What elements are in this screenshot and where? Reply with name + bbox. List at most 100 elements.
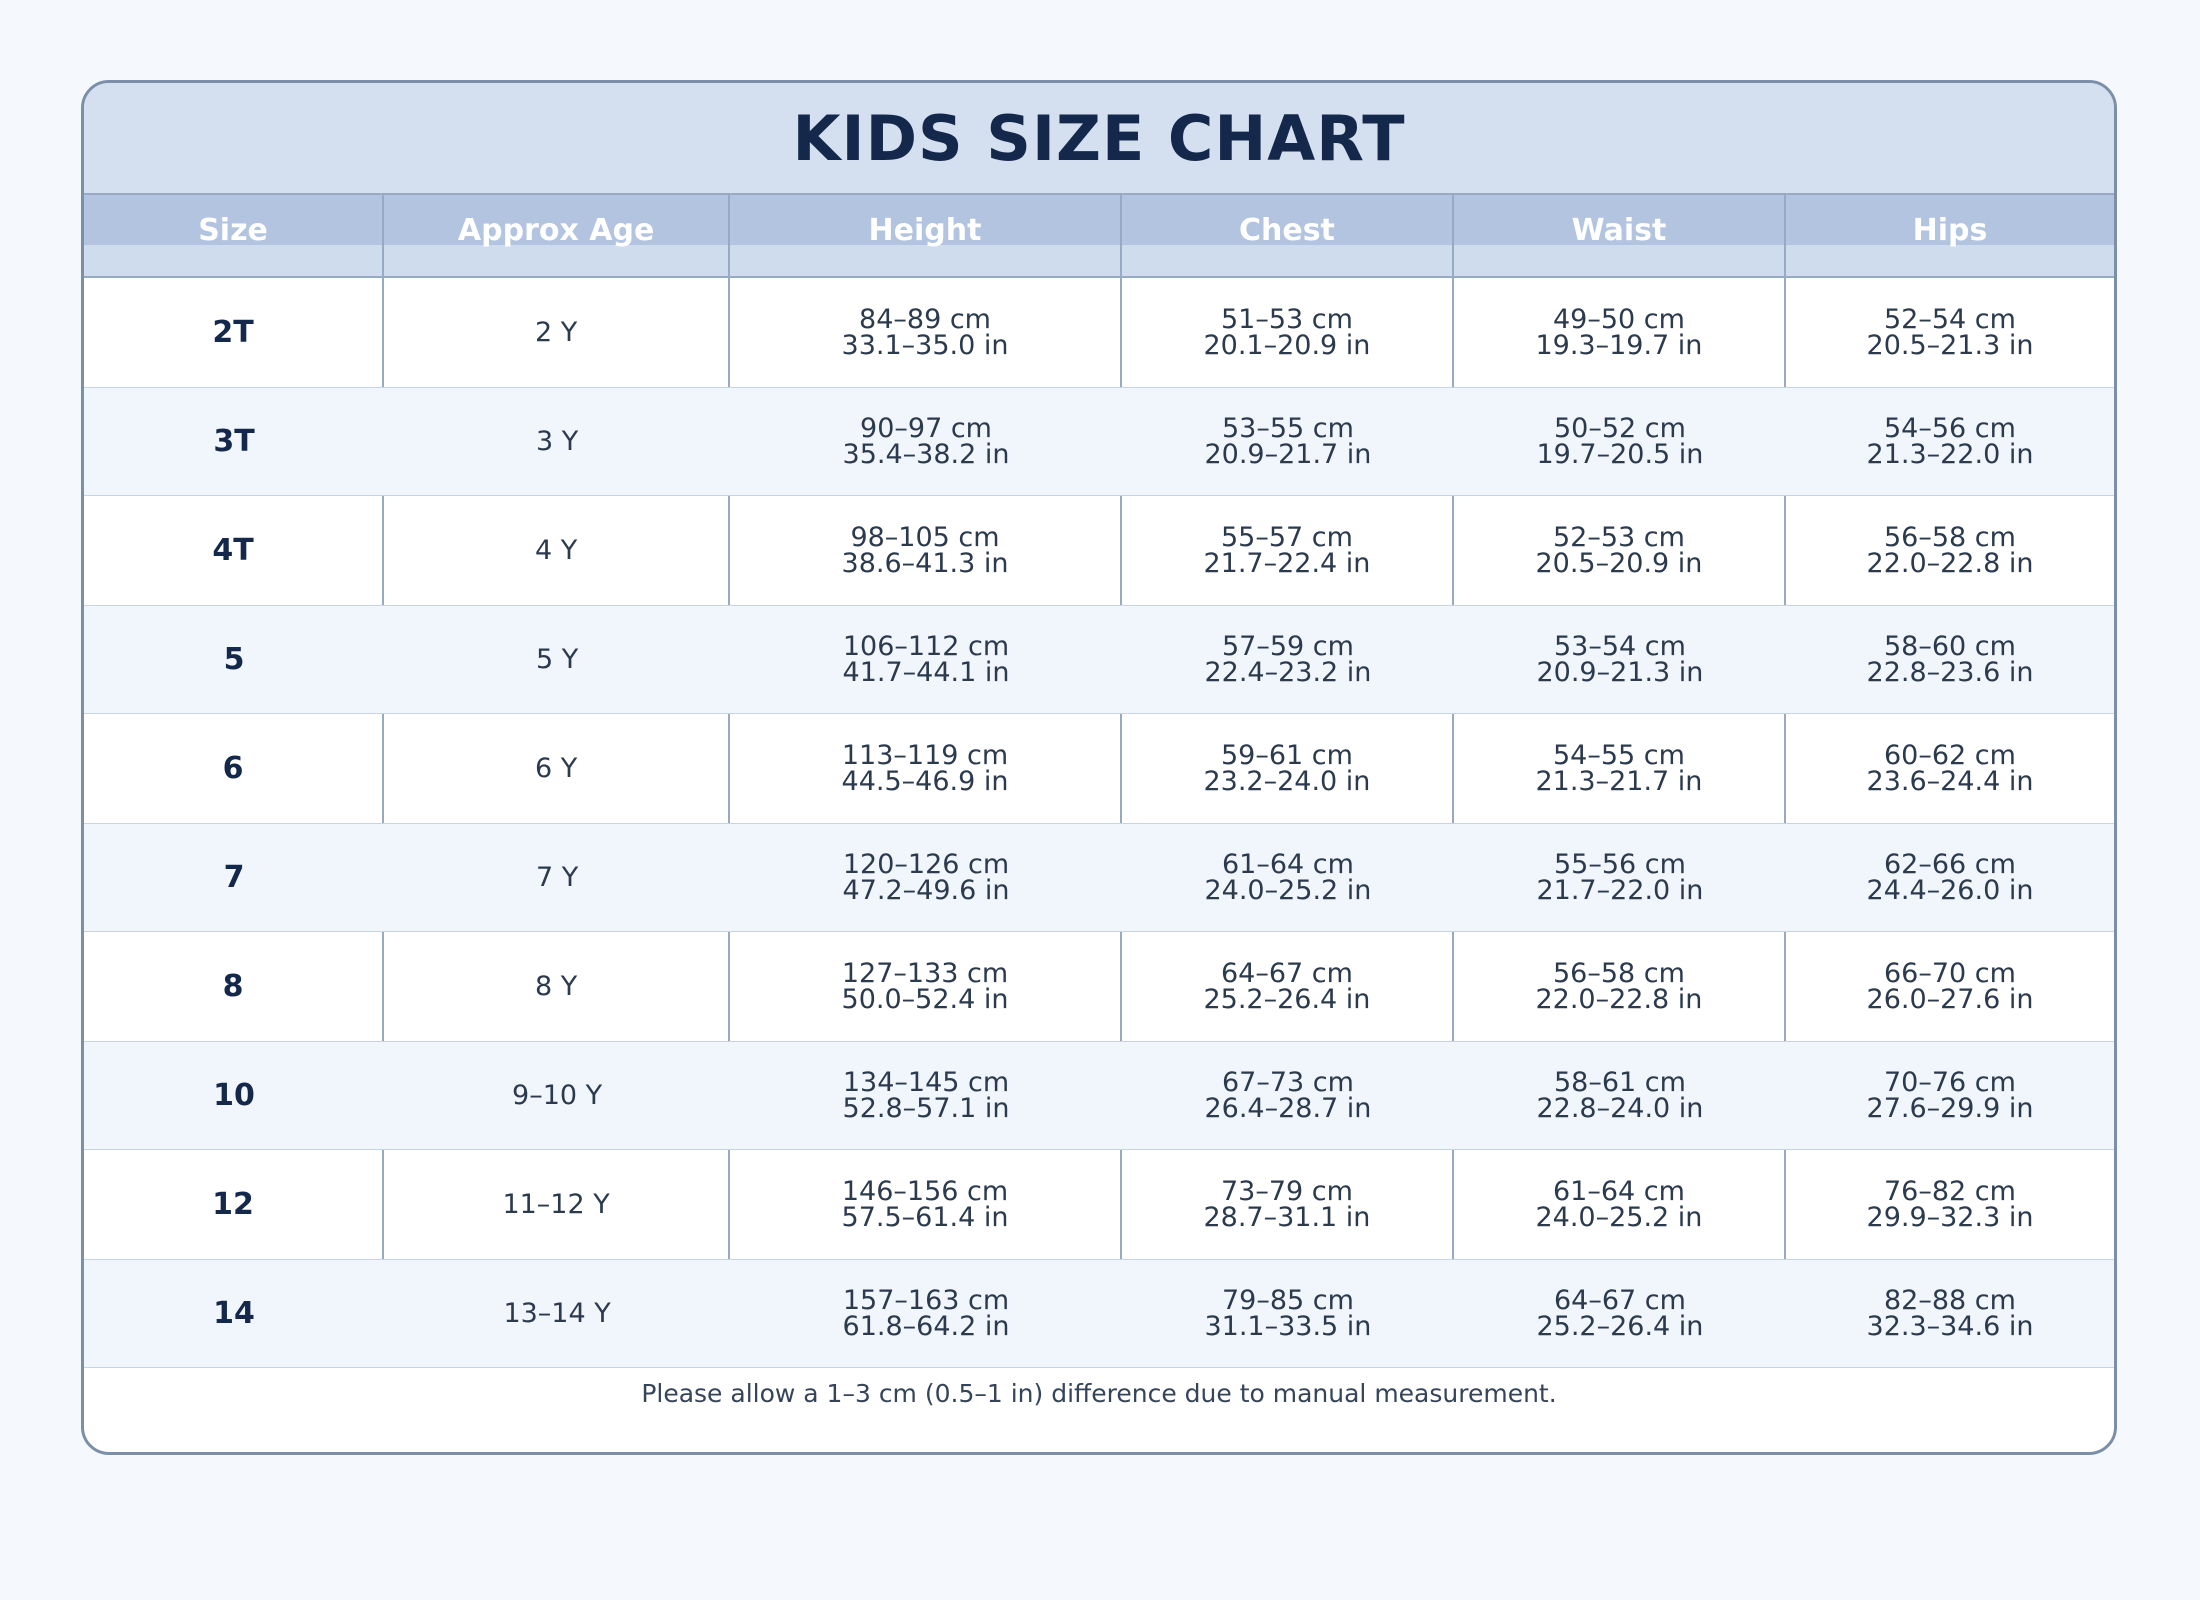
waist-cell-cm: 54–55 cm	[1552, 739, 1685, 771]
hips-cell-cm: 58–60 cm	[1884, 630, 2016, 662]
height-cell-in: 44.5–46.9 in	[841, 765, 1009, 797]
table-body: 2T 2 Y 84–89 cm 33.1–35.0 in 51–53 cm 20.1–20…	[84, 278, 2114, 1368]
hips-cell: 60–62 cm 23.6–24.4 in	[1786, 714, 2114, 823]
chest-cell: 53–55 cm 20.9–21.7 in	[1122, 388, 1454, 495]
age-cell: 8 Y	[384, 932, 731, 1041]
height-cell-in: 38.6–41.3 in	[841, 547, 1009, 579]
hips-cell: 58–60 cm 22.8–23.6 in	[1786, 606, 2114, 713]
height-cell: 90–97 cm 35.4–38.2 in	[730, 388, 1122, 495]
size-cell-text: 12	[212, 1186, 254, 1222]
chest-cell-cm: 79–85 cm	[1221, 1284, 1354, 1316]
waist-cell-cm: 53–54 cm	[1553, 630, 1686, 662]
chest-cell-cm: 53–55 cm	[1221, 412, 1354, 444]
size-cell: 4T	[84, 496, 385, 605]
height-cell-in: 47.2–49.6 in	[842, 874, 1010, 906]
chest-cell: 59–61 cm 23.2–24.0 in	[1122, 714, 1454, 823]
chest-cell: 73–79 cm 28.7–31.1 in	[1122, 1150, 1454, 1259]
height-cell-cm: 84–89 cm	[859, 303, 991, 335]
waist-cell: 55–56 cm 21.7–22.0 in	[1454, 824, 1786, 931]
height-cell-in: 50.0–52.4 in	[841, 983, 1009, 1015]
height-cell: 106–112 cm 41.7–44.1 in	[730, 606, 1122, 713]
waist-cell-cm: 49–50 cm	[1552, 303, 1685, 335]
age-cell: 2 Y	[384, 278, 731, 387]
height-cell: 84–89 cm 33.1–35.0 in	[730, 278, 1122, 387]
height-cell-cm: 157–163 cm	[842, 1284, 1010, 1316]
page-title: KIDS SIZE CHART	[792, 101, 1406, 175]
height-cell: 127–133 cm 50.0–52.4 in	[730, 932, 1122, 1041]
hips-cell-in: 22.8–23.6 in	[1866, 656, 2034, 688]
height-cell: 146–156 cm 57.5–61.4 in	[730, 1150, 1122, 1259]
hips-cell-cm: 60–62 cm	[1884, 739, 2016, 771]
column-header-size: Size	[84, 195, 385, 276]
waist-cell-in: 19.7–20.5 in	[1536, 438, 1704, 470]
hips-cell: 62–66 cm 24.4–26.0 in	[1786, 824, 2114, 931]
table-row: 10 9–10 Y 134–145 cm 52.8–57.1 in 67–73 cm 26…	[84, 1041, 2114, 1150]
waist-cell-cm: 58–61 cm	[1553, 1066, 1686, 1098]
height-cell-in: 33.1–35.0 in	[841, 329, 1009, 361]
chest-cell: 67–73 cm 26.4–28.7 in	[1122, 1042, 1454, 1149]
column-header-height: Height	[730, 195, 1122, 276]
chest-cell: 55–57 cm 21.7–22.4 in	[1122, 496, 1454, 605]
hips-cell-in: 24.4–26.0 in	[1866, 874, 2034, 906]
chest-cell: 64–67 cm 25.2–26.4 in	[1122, 932, 1454, 1041]
chest-cell-cm: 59–61 cm	[1220, 739, 1353, 771]
waist-cell-cm: 50–52 cm	[1553, 412, 1686, 444]
size-cell: 10	[84, 1042, 384, 1149]
waist-cell: 61–64 cm 24.0–25.2 in	[1454, 1150, 1786, 1259]
table-row: 12 11–12 Y 146–156 cm 57.5–61.4 in 73–79 cm 2…	[84, 1150, 2114, 1259]
table-row: 4T 4 Y 98–105 cm 38.6–41.3 in 55–57 cm 21.7–2…	[84, 496, 2114, 605]
hips-cell: 56–58 cm 22.0–22.8 in	[1786, 496, 2114, 605]
chest-cell-cm: 61–64 cm	[1221, 848, 1354, 880]
height-cell: 120–126 cm 47.2–49.6 in	[730, 824, 1122, 931]
measurement-note: Please allow a 1–3 cm (0.5–1 in) differe…	[641, 1379, 1557, 1408]
hips-cell: 54–56 cm 21.3–22.0 in	[1786, 388, 2114, 495]
age-cell-text: 13–14 Y	[503, 1297, 611, 1329]
height-cell-in: 57.5–61.4 in	[841, 1201, 1009, 1233]
chest-cell-cm: 51–53 cm	[1220, 303, 1353, 335]
size-cell-text: 10	[213, 1077, 255, 1113]
table-header: Size Approx Age Height Chest Waist Hips	[84, 193, 2114, 278]
age-cell: 3 Y	[384, 388, 730, 495]
table-row: 3T 3 Y 90–97 cm 35.4–38.2 in 53–55 cm 20.9–21…	[84, 387, 2114, 496]
size-cell: 7	[84, 824, 384, 931]
hips-cell-cm: 52–54 cm	[1884, 303, 2016, 335]
size-cell-text: 8	[222, 968, 244, 1004]
age-cell: 4 Y	[384, 496, 731, 605]
waist-cell-in: 20.9–21.3 in	[1536, 656, 1704, 688]
height-cell-in: 61.8–64.2 in	[842, 1310, 1010, 1342]
age-cell-text: 8 Y	[534, 970, 578, 1002]
hips-cell-cm: 82–88 cm	[1884, 1284, 2016, 1316]
hips-cell-in: 32.3–34.6 in	[1866, 1310, 2034, 1342]
waist-cell: 53–54 cm 20.9–21.3 in	[1454, 606, 1786, 713]
hips-cell-in: 29.9–32.3 in	[1866, 1201, 2034, 1233]
height-cell: 113–119 cm 44.5–46.9 in	[730, 714, 1122, 823]
hips-cell: 66–70 cm 26.0–27.6 in	[1786, 932, 2114, 1041]
waist-cell-in: 25.2–26.4 in	[1536, 1310, 1704, 1342]
hips-cell-cm: 70–76 cm	[1884, 1066, 2016, 1098]
hips-cell-in: 21.3–22.0 in	[1866, 438, 2034, 470]
waist-cell-in: 24.0–25.2 in	[1535, 1201, 1703, 1233]
hips-cell-in: 20.5–21.3 in	[1866, 329, 2034, 361]
age-cell-text: 11–12 Y	[502, 1188, 610, 1220]
height-cell-cm: 90–97 cm	[860, 412, 992, 444]
hips-cell: 52–54 cm 20.5–21.3 in	[1786, 278, 2114, 387]
waist-cell: 52–53 cm 20.5–20.9 in	[1454, 496, 1786, 605]
chest-cell-in: 26.4–28.7 in	[1204, 1092, 1372, 1124]
column-header-chest: Chest	[1122, 195, 1454, 276]
title-band	[84, 83, 2114, 193]
waist-cell-cm: 61–64 cm	[1552, 1175, 1685, 1207]
size-cell: 2T	[84, 278, 385, 387]
age-cell: 7 Y	[384, 824, 730, 931]
height-cell-cm: 120–126 cm	[842, 848, 1010, 880]
waist-cell-cm: 56–58 cm	[1552, 957, 1685, 989]
table-row: 8 8 Y 127–133 cm 50.0–52.4 in 64–67 cm 25.2–2…	[84, 932, 2114, 1041]
chest-cell-in: 21.7–22.4 in	[1203, 547, 1371, 579]
hips-cell: 76–82 cm 29.9–32.3 in	[1786, 1150, 2114, 1259]
hips-cell-in: 27.6–29.9 in	[1866, 1092, 2034, 1124]
waist-cell: 54–55 cm 21.3–21.7 in	[1454, 714, 1786, 823]
chest-cell: 51–53 cm 20.1–20.9 in	[1122, 278, 1454, 387]
chest-cell: 61–64 cm 24.0–25.2 in	[1122, 824, 1454, 931]
